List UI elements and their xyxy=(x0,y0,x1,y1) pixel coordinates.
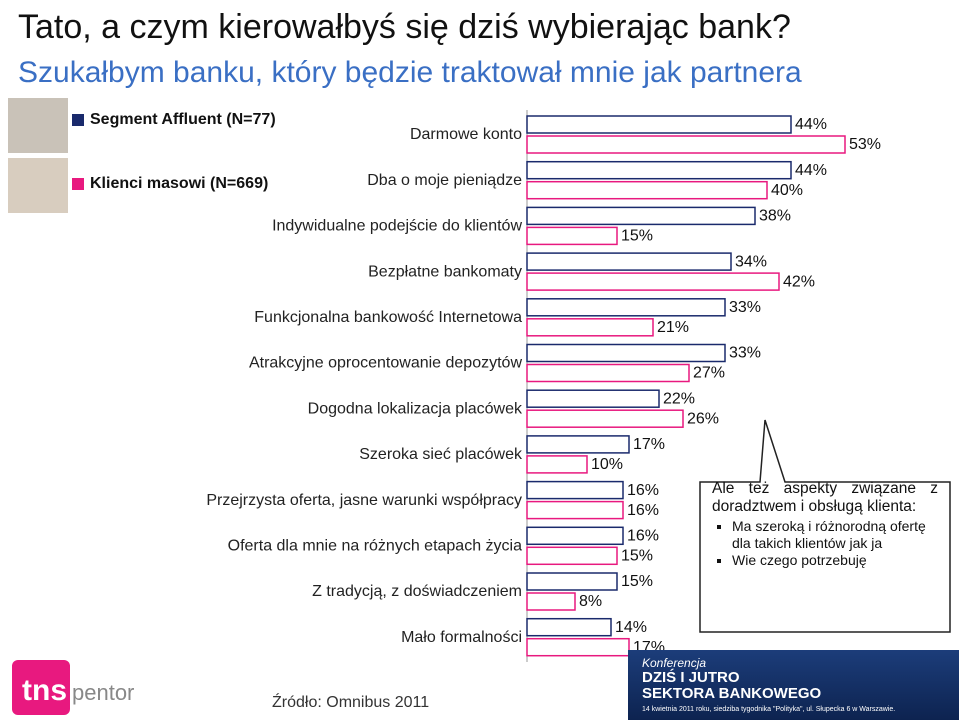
banner-text: DZIŚ I JUTRO xyxy=(642,669,740,686)
category-label: Dogodna lokalizacja placówek xyxy=(308,400,523,417)
value-label: 16% xyxy=(627,502,659,519)
bar xyxy=(526,637,630,657)
bar xyxy=(526,592,576,611)
bar xyxy=(526,318,654,337)
bar xyxy=(526,115,792,134)
bar xyxy=(526,455,588,474)
value-label: 26% xyxy=(687,410,719,427)
bar xyxy=(526,526,624,546)
bar xyxy=(526,480,624,500)
value-label: 34% xyxy=(735,253,767,270)
value-label: 42% xyxy=(783,273,815,290)
callout: Ale też aspekty związane z doradztwem i … xyxy=(712,480,938,569)
category-label: Bezpłatne bankomaty xyxy=(368,263,522,280)
callout-text: Ale też aspekty związane z doradztwem i … xyxy=(712,480,938,515)
category-label: Indywidualne podejście do klientów xyxy=(272,218,522,235)
callout-list: Ma szeroką i różnorodną ofertę dla takic… xyxy=(712,518,938,569)
category-label: Atrakcyjne oprocentowanie depozytów xyxy=(249,355,522,372)
source: Źródło: Omnibus 2011 xyxy=(272,694,430,711)
title: Tato, a czym kierowałbyś się dziś wybier… xyxy=(18,8,791,46)
callout-item: Ma szeroką i różnorodną ofertę dla takic… xyxy=(732,518,938,552)
logo-pentor: pentor xyxy=(72,680,134,705)
banner-text: Konferencja xyxy=(642,656,707,670)
bar xyxy=(526,343,726,363)
banner-text: SEKTORA BANKOWEGO xyxy=(642,685,822,702)
bar xyxy=(526,389,660,408)
category-label: Mało formalności xyxy=(401,629,522,646)
category-label: Przejrzysta oferta, jasne warunki współp… xyxy=(206,492,522,509)
logo-mark xyxy=(12,660,70,715)
subtitle: Szukałbym banku, który będzie traktował … xyxy=(18,56,802,89)
banner: Konferencja DZIŚ I JUTRO SEKTORA BANKOWE… xyxy=(628,650,959,720)
photo xyxy=(8,98,68,153)
value-label: 15% xyxy=(621,573,653,590)
value-label: 8% xyxy=(579,593,602,610)
bar xyxy=(526,135,846,154)
value-label: 38% xyxy=(759,208,791,225)
logo-tns: tns xyxy=(22,674,67,707)
legend-label: Segment Affluent (N=77) xyxy=(90,111,276,128)
bar xyxy=(526,363,690,383)
callout-item: Wie czego potrzebuję xyxy=(732,552,938,569)
value-label: 44% xyxy=(795,116,827,133)
bar xyxy=(526,252,732,271)
value-label: 21% xyxy=(657,319,689,336)
legend-swatch xyxy=(72,114,84,126)
bar xyxy=(526,272,780,291)
value-label: 16% xyxy=(627,482,659,499)
photo xyxy=(8,158,68,213)
bar xyxy=(526,180,768,200)
category-label: Z tradycją, z doświadczeniem xyxy=(312,583,522,600)
category-label: Darmowe konto xyxy=(410,126,522,143)
bar xyxy=(526,226,618,246)
bar xyxy=(526,500,624,520)
bar xyxy=(526,298,726,317)
value-label: 16% xyxy=(627,528,659,545)
value-label: 40% xyxy=(771,182,803,199)
bar xyxy=(526,206,756,226)
value-label: 10% xyxy=(591,456,623,473)
legend-swatch xyxy=(72,178,84,190)
legend-label: Klienci masowi (N=669) xyxy=(90,175,268,192)
category-label: Dba o moje pieniądze xyxy=(367,172,522,189)
value-label: 17% xyxy=(633,436,665,453)
category-label: Oferta dla mnie na różnych etapach życia xyxy=(228,538,522,555)
value-label: 15% xyxy=(621,548,653,565)
bar xyxy=(526,435,630,454)
bar xyxy=(526,617,612,637)
bar xyxy=(526,409,684,428)
bar xyxy=(526,160,792,180)
value-label: 14% xyxy=(615,619,647,636)
value-label: 53% xyxy=(849,136,881,153)
bar xyxy=(526,572,618,591)
value-label: 33% xyxy=(729,345,761,362)
value-label: 22% xyxy=(663,390,695,407)
category-label: Funkcjonalna bankowość Internetowa xyxy=(254,309,522,326)
value-label: 33% xyxy=(729,299,761,316)
banner-text: 14 kwietnia 2011 roku, siedziba tygodnik… xyxy=(642,706,896,713)
category-label: Szeroka sieć placówek xyxy=(359,446,523,463)
value-label: 15% xyxy=(621,228,653,245)
value-label: 44% xyxy=(795,162,827,179)
value-label: 27% xyxy=(693,365,725,382)
callout-box xyxy=(699,419,951,633)
bar xyxy=(526,546,618,566)
